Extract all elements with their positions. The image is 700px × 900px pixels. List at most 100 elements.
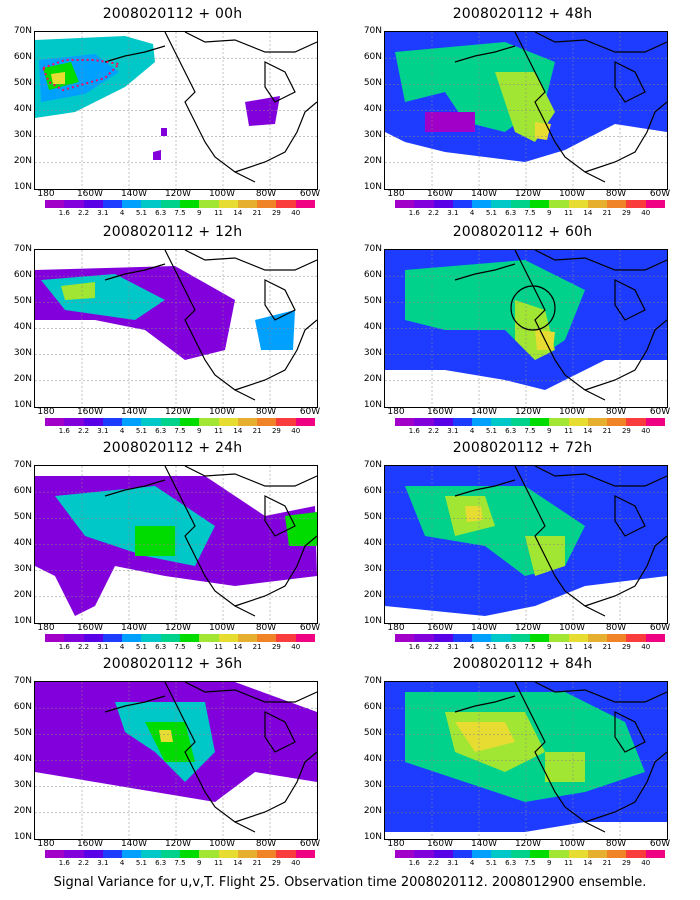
- colorbar-swatch: [433, 850, 453, 858]
- colorbar-label: 7.5: [174, 859, 186, 867]
- lat-label: 30N: [363, 348, 382, 358]
- colorbar-label: 6.3: [155, 859, 167, 867]
- coastline: [264, 495, 296, 537]
- lat-label: 70N: [363, 244, 382, 254]
- colorbar: [45, 418, 315, 426]
- variance-contour: [159, 730, 173, 742]
- coastline: [514, 32, 606, 183]
- colorbar-swatch: [141, 850, 161, 858]
- variance-map: [34, 681, 318, 840]
- colorbar-swatch: [645, 850, 665, 858]
- colorbar-swatch: [472, 850, 492, 858]
- colorbar-swatch: [64, 200, 84, 208]
- colorbar-swatch: [626, 850, 646, 858]
- colorbar-label: 11: [564, 643, 574, 651]
- colorbar-label: 14: [583, 209, 593, 217]
- lon-label: 120W: [514, 189, 542, 199]
- colorbar-label: 3.1: [97, 859, 109, 867]
- colorbar: [45, 200, 315, 208]
- colorbar-swatch: [122, 418, 142, 426]
- colorbar-swatch: [257, 850, 277, 858]
- colorbar-label: 9: [547, 859, 552, 867]
- colorbar-swatch: [452, 200, 473, 208]
- colorbar-swatch: [395, 634, 415, 642]
- variance-contour: [135, 526, 175, 556]
- colorbar-swatch: [257, 634, 277, 642]
- colorbar-label: 29: [271, 209, 281, 217]
- map-panel: 2008020112 + 24h 70N 60N 50N 40N 30N 20N 10N 180…: [0, 434, 345, 651]
- colorbar-label: 3.1: [447, 643, 459, 651]
- colorbar-label: 7.5: [174, 209, 186, 217]
- variance-contour: [51, 72, 65, 84]
- lat-label: 40N: [13, 104, 32, 114]
- colorbar-label: 5.1: [135, 859, 147, 867]
- coastline: [454, 263, 516, 281]
- colorbar-swatch: [218, 634, 238, 642]
- variance-contour: [465, 506, 483, 522]
- lon-label: 120W: [164, 623, 192, 633]
- colorbar-swatch: [199, 418, 219, 426]
- colorbar-label: 14: [233, 643, 243, 651]
- colorbar-swatch: [64, 850, 84, 858]
- colorbar-label: 2.2: [77, 859, 90, 867]
- lat-label: 30N: [13, 348, 32, 358]
- lat-label: 50N: [363, 728, 382, 738]
- colorbar-swatch: [510, 850, 530, 858]
- lat-label: 30N: [13, 130, 32, 140]
- lon-label: 160W: [426, 189, 454, 199]
- colorbar-swatch: [276, 418, 296, 426]
- colorbar: [395, 634, 665, 642]
- colorbar-swatch: [607, 634, 627, 642]
- colorbar: [395, 850, 665, 858]
- colorbar-swatch: [179, 418, 200, 426]
- colorbar-label: 9: [547, 209, 552, 217]
- colorbar-swatch: [433, 634, 453, 642]
- lat-label: 20N: [13, 806, 32, 816]
- panel-title: 2008020112 + 12h: [102, 224, 243, 240]
- variance-map: [34, 31, 318, 190]
- colorbar-label: 11: [214, 643, 224, 651]
- lat-label: 30N: [363, 780, 382, 790]
- colorbar-swatch: [237, 850, 258, 858]
- lat-label: 20N: [13, 590, 32, 600]
- colorbar-swatch: [645, 418, 665, 426]
- lon-label: 160W: [426, 839, 454, 849]
- coastline: [534, 682, 667, 703]
- colorbar-label: 4: [469, 209, 475, 217]
- lat-label: 10N: [363, 182, 382, 192]
- colorbar-swatch: [529, 850, 550, 858]
- target-circle: [510, 285, 556, 331]
- lon-label: 180: [387, 407, 405, 417]
- colorbar-label: 14: [233, 427, 243, 435]
- colorbar-swatch: [414, 200, 434, 208]
- colorbar-label: 21: [602, 859, 612, 867]
- colorbar-label: 9: [197, 427, 202, 435]
- lat-label: 40N: [13, 322, 32, 332]
- colorbar-swatch: [607, 850, 627, 858]
- colorbar-swatch: [491, 634, 511, 642]
- colorbar-label: 4: [119, 643, 125, 651]
- colorbar-label: 14: [583, 643, 593, 651]
- colorbar-label: 40: [641, 427, 651, 435]
- colorbar-swatch: [295, 418, 315, 426]
- colorbar-label: 3.1: [447, 427, 459, 435]
- lon-label: 180: [37, 189, 55, 199]
- lat-label: 60N: [13, 702, 32, 712]
- variance-contour: [545, 752, 585, 782]
- colorbar-label: 7.5: [174, 427, 186, 435]
- lon-label: 120W: [164, 189, 192, 199]
- lon-label: 160W: [76, 839, 104, 849]
- colorbar-swatch: [491, 200, 511, 208]
- colorbar-label: 29: [621, 859, 631, 867]
- colorbar-label: 40: [291, 209, 301, 217]
- colorbar-swatch: [472, 418, 492, 426]
- colorbar-swatch: [414, 418, 434, 426]
- colorbar-label: 3.1: [447, 209, 459, 217]
- panel-title: 2008020112 + 00h: [102, 6, 243, 22]
- colorbar-swatch: [433, 200, 453, 208]
- coastline: [104, 263, 166, 281]
- variance-contour: [153, 150, 161, 160]
- lat-label: 60N: [13, 270, 32, 280]
- colorbar-label: 40: [291, 643, 301, 651]
- colorbar-label: 1.6: [408, 427, 420, 435]
